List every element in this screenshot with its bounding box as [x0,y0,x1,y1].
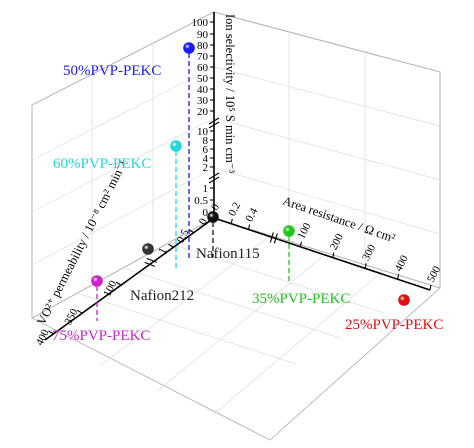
label-nafion115: Nafion115 [196,246,260,262]
label-35-pvp-pekc: 35%PVP-PEKC [252,291,350,307]
y-tick [48,330,54,335]
x-tick-label: 0.4 [244,206,261,224]
x-tick-label: 0 [209,202,222,213]
x-tick [248,224,251,230]
wall-grid-3 [31,167,215,266]
y-tick-label: 100 [101,278,119,299]
axes [44,12,431,341]
x-tick-label: 300 [360,242,378,263]
y-break [144,261,155,267]
y-tick-label: 350 [62,306,80,327]
point-35-pvp-pekc [283,225,295,237]
floor-grid-6 [212,269,385,416]
x-axis-line [213,217,431,291]
z-tick-label: 1 [203,183,209,195]
y-tick [76,309,83,314]
y-tick-label: 0.5 [175,227,192,245]
x-break [269,232,274,243]
data-points [91,42,410,306]
z-tick-label: 2 [203,162,209,174]
x-tick-label: 100 [295,221,313,242]
y-tick [168,243,174,248]
z-tick-label: 90 [197,29,209,41]
wall-grid-1 [31,66,215,161]
x-tick [332,252,335,258]
z-break [208,121,220,129]
x-tick-label: 0.2 [226,200,243,218]
label-nafion212: Nafion212 [130,288,194,304]
z-tick-label: 100 [192,17,209,29]
x-tick [299,241,302,247]
y-tick-label: 0 [197,216,210,227]
z-tick-label: 8 [203,135,209,147]
z-tick-label: 50 [197,73,209,85]
point-25-pvp-pekc [398,294,410,306]
z-tick-label: 20 [197,106,209,118]
label-60-pvp-pekc: 60%PVP-PEKC [53,156,151,172]
x-tick-label: 400 [393,253,411,274]
z-tick-label: 60 [197,62,209,74]
label-75-pvp-pekc: 75%PVP-PEKC [52,328,150,344]
floor-grid-4 [99,235,271,367]
wall-grid-2 [31,117,215,213]
y-axis-title: VO²⁺ permeability / 10⁻⁸ cm² min⁻¹ [34,158,130,328]
z-tick-label: 0.5 [194,195,208,207]
z-tick-label: 30 [197,95,209,107]
floor-grid-5 [156,252,328,392]
wall-grid-6 [213,167,441,235]
z-tick-label: 0 [203,207,209,219]
y-break [146,257,157,263]
point-labels: Nafion115 Nafion212 25%PVP-PEKC 35%PVP-PEKC… [52,63,443,344]
z-break [208,117,220,125]
axis-breaks [144,117,278,267]
y-tick-label: 1 [156,246,169,256]
point-50-pvp-pekc [183,42,195,54]
point-nafion115 [207,211,219,223]
x-tick-label: 500 [425,264,443,285]
floor-grid-3 [167,242,385,314]
wall-grid-4 [213,66,441,127]
z-tick-label: 70 [197,51,209,63]
y-tick-label: 400 [34,327,52,348]
z-break [208,176,220,184]
wall-grid-5 [213,117,441,181]
label-50-pvp-pekc: 50%PVP-PEKC [63,63,161,79]
x-tick [429,284,432,291]
point-60-pvp-pekc [170,140,182,152]
point-nafion212 [142,243,154,255]
z-tick-label: 4 [203,153,209,165]
y-tick [115,281,122,286]
z-tick-label: 10 [197,126,209,138]
label-25-pvp-pekc: 25%PVP-PEKC [345,317,443,333]
z-axis-title: Ion selectivity / 10⁵ S min cm⁻³ [223,14,237,173]
x-tick [364,263,367,269]
y-axis-line [44,217,215,341]
floor-grid-1 [76,292,297,365]
x-tick [397,274,400,280]
z-break [208,172,220,180]
point-75-pvp-pekc [91,275,103,287]
drop-lines [96,53,290,321]
x-break [273,233,278,244]
floor-grid-2 [122,267,341,339]
x-tick-label: 200 [328,231,346,252]
z-tick-label: 40 [197,84,209,96]
z-tick-label: 6 [203,144,209,156]
x-tick [230,218,233,224]
z-tick-label: 80 [197,40,209,52]
